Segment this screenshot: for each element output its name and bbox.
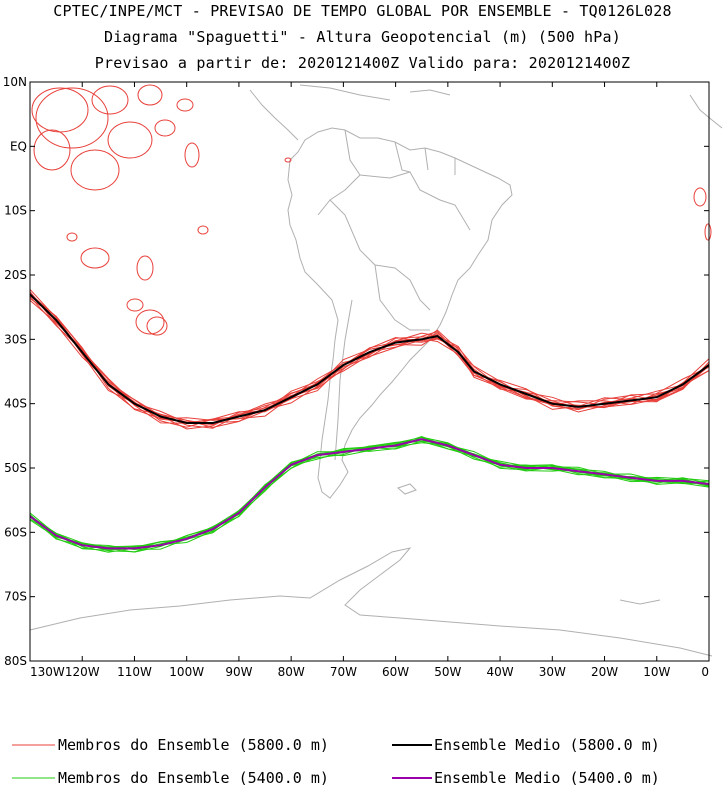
member-line-5400 bbox=[29, 435, 710, 551]
member-line-5400 bbox=[29, 439, 710, 553]
lat-tick-label: 60S bbox=[4, 525, 27, 539]
lat-tick-label: 30S bbox=[4, 332, 27, 346]
lon-tick-label: 110W bbox=[117, 665, 152, 679]
lat-tick-label: 10N bbox=[3, 75, 27, 89]
lon-tick-label: 40W bbox=[487, 665, 514, 679]
mean-line-5800 bbox=[29, 293, 710, 424]
lon-tick-label: 70W bbox=[330, 665, 357, 679]
lat-tick-label: 40S bbox=[4, 397, 27, 411]
coastlines bbox=[29, 84, 723, 657]
legend-label-red-mean: Ensemble Medio (5800.0 m) bbox=[434, 736, 660, 754]
lat-tick-label: EQ bbox=[10, 139, 27, 153]
lon-tick-label: 60W bbox=[382, 665, 409, 679]
member-line-5400 bbox=[29, 436, 710, 550]
lon-tick-label: 130W bbox=[30, 665, 65, 679]
legend-label-red-members: Membros do Ensemble (5800.0 m) bbox=[58, 736, 329, 754]
lon-tick-label: 90W bbox=[225, 665, 252, 679]
member-line-5800 bbox=[29, 295, 710, 426]
lon-tick-label: 30W bbox=[539, 665, 566, 679]
red-member-blobs bbox=[31, 84, 712, 336]
member-line-5400 bbox=[29, 439, 710, 553]
ensemble-members-5400 bbox=[29, 435, 710, 553]
forecast-date-line: Previsao a partir de: 2020121400Z Valido… bbox=[94, 54, 631, 72]
member-line-5400 bbox=[29, 440, 710, 550]
member-line-5400 bbox=[29, 438, 710, 553]
axis-ticks bbox=[29, 81, 710, 662]
legend: Membros do Ensemble (5800.0 m) Ensemble … bbox=[12, 736, 660, 787]
lat-tick-label: 50S bbox=[4, 461, 27, 475]
member-line-5400 bbox=[29, 442, 710, 550]
legend-label-green-mean: Ensemble Medio (5400.0 m) bbox=[434, 769, 660, 787]
lat-tick-label: 80S bbox=[4, 654, 27, 668]
lon-tick-label: 20W bbox=[591, 665, 618, 679]
lat-tick-label: 20S bbox=[4, 268, 27, 282]
legend-label-green-members: Membros do Ensemble (5400.0 m) bbox=[58, 769, 329, 787]
lat-tick-label: 70S bbox=[4, 590, 27, 604]
mean-line-5400 bbox=[29, 438, 710, 550]
lon-tick-label: 0 bbox=[701, 665, 709, 679]
chart-title: CPTEC/INPE/MCT - PREVISAO DE TEMPO GLOBA… bbox=[53, 2, 672, 20]
member-line-5400 bbox=[29, 436, 710, 550]
lon-tick-label: 50W bbox=[434, 665, 461, 679]
lon-tick-label: 80W bbox=[278, 665, 305, 679]
lon-tick-label: 100W bbox=[169, 665, 204, 679]
member-line-5800 bbox=[29, 294, 710, 430]
lat-tick-label: 10S bbox=[4, 204, 27, 218]
member-line-5400 bbox=[29, 440, 710, 551]
member-line-5400 bbox=[29, 438, 710, 549]
lon-tick-label: 10W bbox=[643, 665, 670, 679]
lon-tick-label: 120W bbox=[65, 665, 100, 679]
member-line-5800 bbox=[29, 298, 710, 429]
ensemble-means bbox=[29, 293, 710, 550]
chart-subtitle: Diagrama "Spaguetti" - Altura Geopotenci… bbox=[104, 28, 621, 46]
map-frame bbox=[29, 81, 710, 662]
